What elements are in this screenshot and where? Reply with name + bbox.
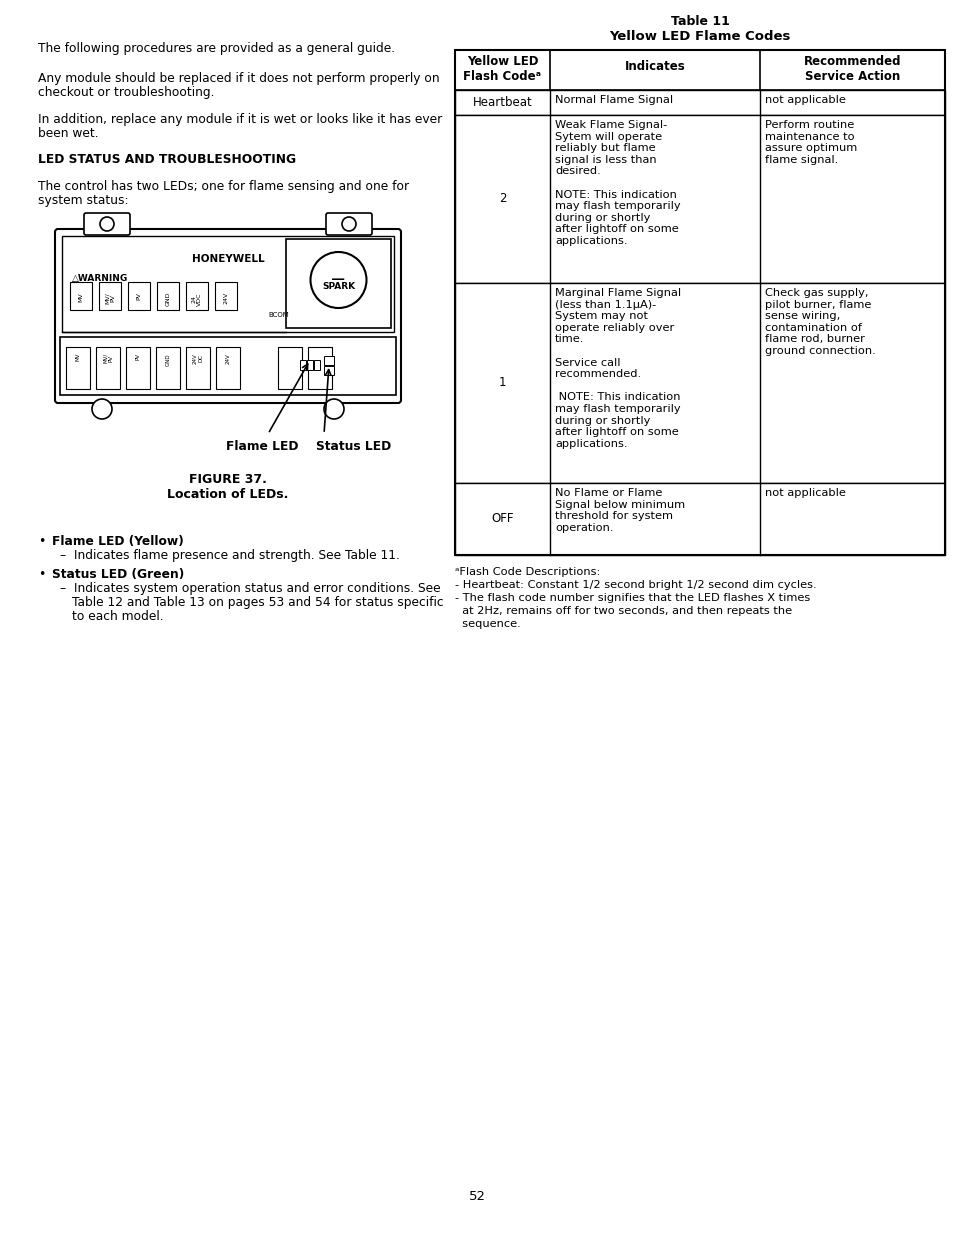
Bar — [286, 240, 391, 329]
Text: Table 12 and Table 13 on pages 53 and 54 for status specific: Table 12 and Table 13 on pages 53 and 54… — [71, 597, 443, 609]
Text: Weak Flame Signal-
Sytem will operate
reliably but flame
signal is less than
des: Weak Flame Signal- Sytem will operate re… — [555, 120, 679, 246]
Bar — [126, 347, 150, 389]
Text: Perform routine
maintenance to
assure optimum
flame signal.: Perform routine maintenance to assure op… — [764, 120, 857, 164]
Bar — [455, 115, 944, 283]
Text: MV/
PV: MV/ PV — [105, 291, 115, 304]
Text: 24V
DC: 24V DC — [193, 353, 203, 364]
Text: −: − — [330, 270, 346, 289]
Circle shape — [341, 217, 355, 231]
Text: △WARNING: △WARNING — [71, 274, 128, 283]
Text: GND: GND — [165, 291, 171, 306]
Text: not applicable: not applicable — [764, 488, 845, 498]
Text: LED STATUS AND TROUBLESHOOTING: LED STATUS AND TROUBLESHOOTING — [38, 153, 295, 165]
Bar — [307, 359, 313, 370]
Bar — [66, 347, 90, 389]
Text: Yellow LED Flame Codes: Yellow LED Flame Codes — [609, 30, 790, 43]
Text: No Flame or Flame
Signal below minimum
threshold for system
operation.: No Flame or Flame Signal below minimum t… — [555, 488, 684, 532]
Text: Flame LED (Yellow): Flame LED (Yellow) — [52, 535, 184, 548]
Text: Flame LED: Flame LED — [226, 440, 298, 453]
Bar — [308, 347, 332, 389]
Text: 24V: 24V — [225, 353, 231, 364]
Bar — [324, 356, 334, 366]
Bar — [70, 282, 91, 310]
Text: Status LED: Status LED — [315, 440, 391, 453]
Text: at 2Hz, remains off for two seconds, and then repeats the: at 2Hz, remains off for two seconds, and… — [455, 606, 791, 616]
Text: MV/
PV: MV/ PV — [103, 353, 113, 363]
Bar — [277, 347, 302, 389]
Bar — [156, 347, 180, 389]
FancyBboxPatch shape — [55, 228, 400, 403]
Text: Status LED (Green): Status LED (Green) — [52, 568, 184, 580]
Text: FIGURE 37.: FIGURE 37. — [189, 473, 267, 487]
Circle shape — [310, 252, 366, 308]
Text: ᵃFlash Code Descriptions:: ᵃFlash Code Descriptions: — [455, 567, 599, 577]
Text: In addition, replace any module if it is wet or looks like it has ever: In addition, replace any module if it is… — [38, 112, 442, 126]
Text: - The flash code number signifies that the LED flashes X times: - The flash code number signifies that t… — [455, 593, 809, 603]
Bar — [186, 282, 208, 310]
Bar — [99, 282, 121, 310]
Text: –  Indicates flame presence and strength. See Table 11.: – Indicates flame presence and strength.… — [60, 550, 399, 562]
Text: to each model.: to each model. — [71, 610, 164, 622]
Text: SPARK: SPARK — [321, 282, 355, 291]
Circle shape — [324, 399, 344, 419]
Text: GND: GND — [165, 353, 171, 366]
Text: sequence.: sequence. — [455, 619, 520, 629]
FancyBboxPatch shape — [84, 212, 130, 235]
Circle shape — [100, 217, 113, 231]
Text: checkout or troubleshooting.: checkout or troubleshooting. — [38, 86, 214, 99]
Text: Marginal Flame Signal
(less than 1.1μA)-
System may not
operate reliably over
ti: Marginal Flame Signal (less than 1.1μA)-… — [555, 288, 680, 448]
Bar — [60, 337, 395, 395]
Text: 24V: 24V — [223, 291, 229, 304]
Bar — [314, 359, 319, 370]
Text: –  Indicates system operation status and error conditions. See: – Indicates system operation status and … — [60, 582, 440, 595]
Text: system status:: system status: — [38, 194, 129, 207]
Bar — [96, 347, 120, 389]
Bar — [455, 283, 944, 483]
Text: BCOM: BCOM — [268, 312, 289, 317]
Bar — [157, 282, 179, 310]
Text: PV: PV — [135, 353, 140, 359]
Text: 52: 52 — [468, 1191, 485, 1203]
Bar — [62, 236, 394, 332]
Text: PV: PV — [136, 291, 141, 300]
Text: Check gas supply,
pilot burner, flame
sense wiring,
contamination of
flame rod, : Check gas supply, pilot burner, flame se… — [764, 288, 875, 356]
Bar — [455, 483, 944, 555]
Bar — [455, 49, 944, 90]
Text: HONEYWELL: HONEYWELL — [192, 254, 264, 264]
Text: Normal Flame Signal: Normal Flame Signal — [555, 95, 673, 105]
FancyBboxPatch shape — [326, 212, 372, 235]
Text: Yellow LED
Flash Codeᵃ: Yellow LED Flash Codeᵃ — [463, 56, 541, 83]
Bar — [455, 49, 944, 555]
Bar — [215, 347, 240, 389]
Bar — [214, 282, 236, 310]
Text: Table 11: Table 11 — [670, 15, 729, 28]
Bar — [299, 359, 306, 370]
Text: 1: 1 — [498, 377, 506, 389]
Text: OFF: OFF — [491, 513, 514, 526]
Text: 24
VDC: 24 VDC — [192, 291, 202, 305]
Text: Any module should be replaced if it does not perform properly on: Any module should be replaced if it does… — [38, 72, 439, 85]
Text: The following procedures are provided as a general guide.: The following procedures are provided as… — [38, 42, 395, 56]
Text: Location of LEDs.: Location of LEDs. — [167, 488, 289, 501]
Bar — [455, 90, 944, 115]
Text: - Heartbeat: Constant 1/2 second bright 1/2 second dim cycles.: - Heartbeat: Constant 1/2 second bright … — [455, 580, 816, 590]
Text: MV: MV — [75, 353, 80, 362]
Text: been wet.: been wet. — [38, 127, 98, 140]
Text: MV: MV — [78, 291, 84, 301]
Text: The control has two LEDs; one for flame sensing and one for: The control has two LEDs; one for flame … — [38, 180, 409, 193]
Bar — [128, 282, 150, 310]
Text: Heartbeat: Heartbeat — [472, 96, 532, 109]
Text: Indicates: Indicates — [624, 61, 684, 73]
Bar — [324, 366, 334, 375]
Text: not applicable: not applicable — [764, 95, 845, 105]
Text: •: • — [38, 568, 46, 580]
Bar — [186, 347, 210, 389]
Circle shape — [91, 399, 112, 419]
Text: •: • — [38, 535, 46, 548]
Text: 2: 2 — [498, 193, 506, 205]
Text: Recommended
Service Action: Recommended Service Action — [803, 56, 901, 83]
